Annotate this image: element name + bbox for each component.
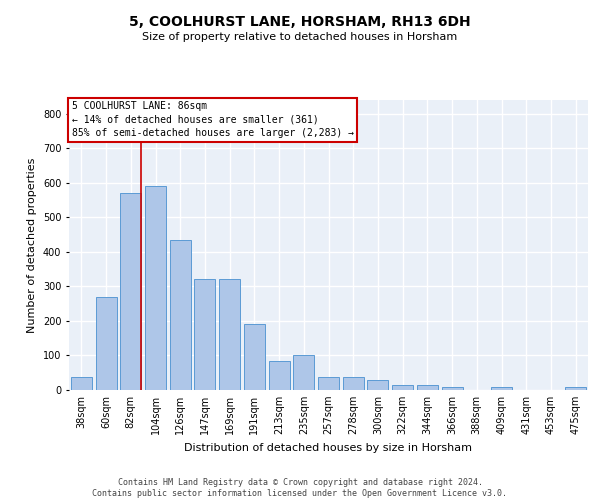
- Bar: [367, 380, 388, 390]
- Text: Size of property relative to detached houses in Horsham: Size of property relative to detached ho…: [142, 32, 458, 42]
- Bar: [71, 377, 92, 390]
- Bar: [170, 240, 191, 390]
- Bar: [145, 186, 166, 390]
- Bar: [442, 386, 463, 390]
- Bar: [565, 387, 586, 390]
- Bar: [194, 279, 215, 390]
- Text: Contains HM Land Registry data © Crown copyright and database right 2024.
Contai: Contains HM Land Registry data © Crown c…: [92, 478, 508, 498]
- Bar: [491, 386, 512, 390]
- Y-axis label: Number of detached properties: Number of detached properties: [28, 158, 37, 332]
- Bar: [219, 279, 240, 390]
- Text: 5, COOLHURST LANE, HORSHAM, RH13 6DH: 5, COOLHURST LANE, HORSHAM, RH13 6DH: [129, 15, 471, 29]
- Bar: [293, 356, 314, 390]
- Bar: [417, 385, 438, 390]
- Bar: [269, 360, 290, 390]
- Bar: [343, 377, 364, 390]
- X-axis label: Distribution of detached houses by size in Horsham: Distribution of detached houses by size …: [185, 442, 473, 452]
- Bar: [95, 298, 116, 390]
- Bar: [120, 193, 141, 390]
- Bar: [392, 385, 413, 390]
- Bar: [244, 324, 265, 390]
- Bar: [318, 377, 339, 390]
- Text: 5 COOLHURST LANE: 86sqm
← 14% of detached houses are smaller (361)
85% of semi-d: 5 COOLHURST LANE: 86sqm ← 14% of detache…: [71, 102, 353, 138]
